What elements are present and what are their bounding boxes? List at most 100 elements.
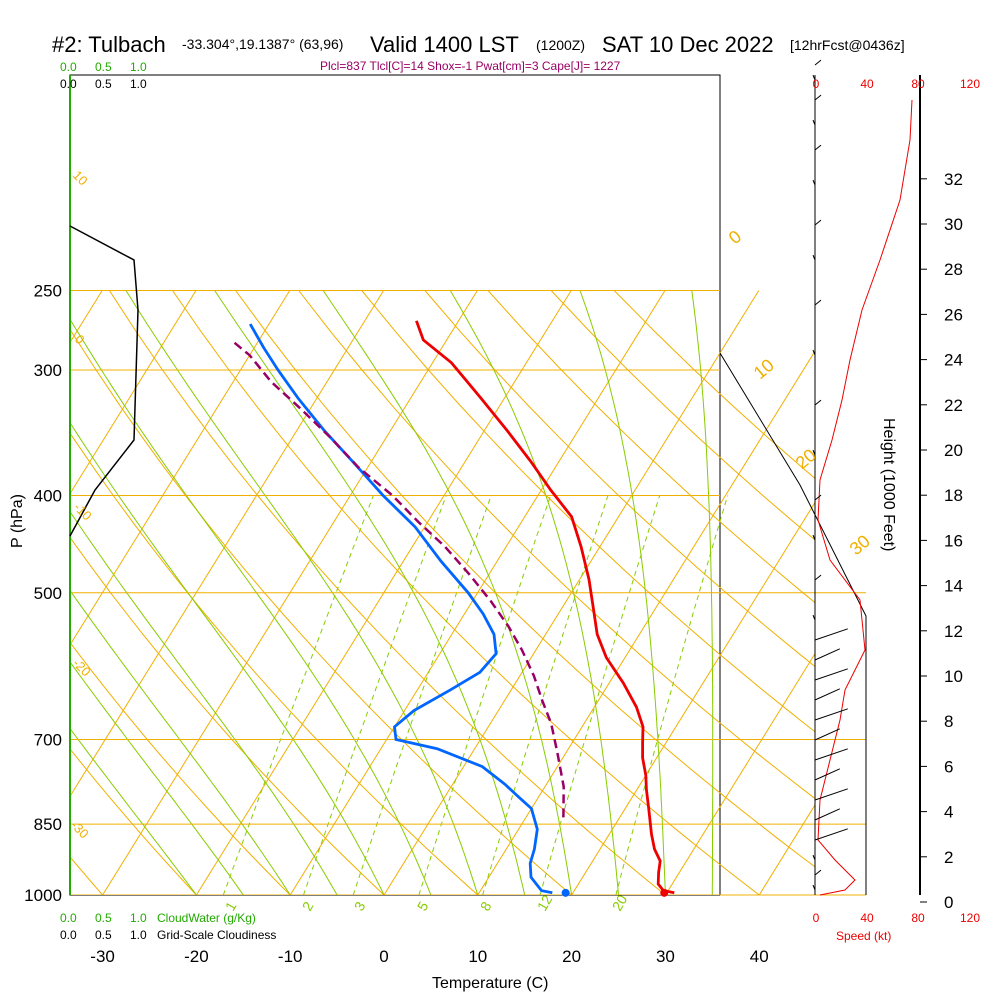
cloudwater-label: CloudWater (g/Kg): [157, 911, 256, 925]
wind-barb: [814, 788, 848, 801]
isotherm-label: 20: [792, 445, 820, 473]
mixing-ratio-line: [222, 495, 374, 895]
temperature-tick-label: 0: [379, 947, 388, 966]
pressure-tick-label: 700: [34, 730, 62, 749]
wind-barb: [814, 688, 841, 701]
dry-adiabat-line: [613, 290, 815, 480]
speed-tick-top: 0: [813, 77, 820, 91]
temperature-trace: [415, 320, 675, 895]
dry-adiabat-line: [70, 748, 197, 895]
pressure-tick-label: 850: [34, 815, 62, 834]
pressure-tick-label: 250: [34, 282, 62, 301]
wind-barb: [814, 494, 822, 501]
temperature-tick-label: -10: [278, 947, 303, 966]
cloud-scale-top-black-2: 1.0: [130, 77, 147, 91]
height-tick-label: 4: [944, 803, 953, 822]
temperature-tick-label: 20: [562, 947, 581, 966]
cloud-scale-top-green-1: 0.5: [95, 60, 112, 74]
moist-adiabat-line: [691, 290, 714, 895]
pressure-tick-label: 400: [34, 486, 62, 505]
wind-barb: [812, 534, 816, 541]
dewpoint-trace: [248, 323, 553, 895]
dry-adiabat-line: [235, 290, 815, 868]
speed-tick-bottom: 120: [960, 911, 980, 925]
cloud-scale-bottom-green-1: 0.5: [95, 911, 112, 925]
speed-tick-top: 40: [860, 77, 874, 91]
speed-tick-bottom: 0: [813, 911, 820, 925]
speed-tick-top: 120: [960, 77, 980, 91]
wind-barb: [814, 144, 822, 151]
height-tick-label: 20: [944, 441, 963, 460]
pressure-tick-label: 1000: [24, 886, 62, 905]
wind-barb: [814, 299, 822, 306]
moist-adiabat-line: [70, 421, 385, 895]
cloudiness-label: Grid-Scale Cloudiness: [157, 928, 276, 942]
dry-adiabat-line: [70, 536, 385, 895]
moist-adiabat-line: [70, 318, 432, 895]
height-tick-label: 28: [944, 260, 963, 279]
moist-adiabat-line: [70, 589, 291, 895]
height-tick-label: 18: [944, 486, 963, 505]
pressure-tick-label: 500: [34, 584, 62, 603]
moist-adiabat-line: [70, 661, 244, 895]
moist-adiabat-line: [70, 727, 197, 895]
wind-barb: [812, 614, 816, 621]
temperature-tick-label: -20: [184, 947, 209, 966]
right-panel-boundary: [719, 352, 867, 895]
wind-barb: [812, 179, 816, 186]
temperature-tick-label: 30: [656, 947, 675, 966]
height-tick-label: 2: [944, 848, 953, 867]
wind-barb: [812, 884, 816, 891]
height-tick-label: 22: [944, 396, 963, 415]
plot-area: [70, 290, 1000, 895]
wind-barb: [812, 854, 816, 861]
mixing-ratio-label: 8: [477, 899, 495, 914]
wind-barb: [814, 59, 822, 66]
wind-barb: [814, 94, 822, 101]
wind-barb: [814, 869, 822, 876]
dry-adiabat-line: [298, 290, 815, 800]
wind-barb: [814, 219, 822, 226]
mixing-ratio-label: 5: [414, 899, 432, 914]
wind-speed-profile: [817, 99, 913, 896]
isotherm-label: 0: [725, 226, 746, 248]
speed-tick-bottom: 40: [860, 911, 874, 925]
cloud-scale-top-green-2: 1.0: [130, 60, 147, 74]
wind-barb: [814, 574, 822, 581]
isotherm-line: [664, 652, 815, 895]
utc-time: (1200Z): [536, 37, 585, 53]
dry-adiabat-line: [70, 328, 572, 895]
cloud-scale-bottom-black-1: 0.5: [95, 928, 112, 942]
wind-barb: [814, 668, 848, 681]
dry-adiabat-line: [550, 290, 815, 541]
moist-adiabat-line: [579, 290, 666, 895]
dry-adiabat-line: [108, 290, 666, 895]
height-tick-label: 16: [944, 531, 963, 550]
height-axis-title: Height (1000 Feet): [880, 418, 897, 551]
isotherm-line: [853, 291, 1000, 895]
mixing-ratio-line: [482, 495, 609, 895]
height-tick-label: 30: [944, 215, 963, 234]
dry-adiabat-label: -30: [68, 818, 92, 842]
height-tick-label: 26: [944, 305, 963, 324]
wind-barb: [814, 648, 841, 661]
dry-adiabat-line: [361, 290, 815, 733]
surface-temperature-marker: [660, 888, 669, 897]
isotherm-label: 10: [750, 355, 778, 383]
wind-barb: [812, 349, 816, 356]
cloud-scale-top-black-0: 0.0: [60, 77, 77, 91]
dry-adiabat-line: [424, 290, 815, 668]
isotherm-label: 30: [846, 531, 874, 559]
height-tick-label: 24: [944, 351, 963, 370]
temperature-tick-label: 40: [750, 947, 769, 966]
mixing-ratio-label: 3: [351, 899, 369, 914]
speed-tick-bottom: 80: [911, 911, 925, 925]
wind-barb: [814, 768, 841, 781]
wind-barb: [812, 254, 816, 261]
wind-barb: [814, 828, 848, 841]
cloud-scale-bottom-green-2: 1.0: [130, 911, 147, 925]
valid-time: Valid 1400 LST: [370, 32, 519, 57]
height-tick-label: 14: [944, 577, 963, 596]
cloud-scale-bottom-black-0: 0.0: [60, 928, 77, 942]
